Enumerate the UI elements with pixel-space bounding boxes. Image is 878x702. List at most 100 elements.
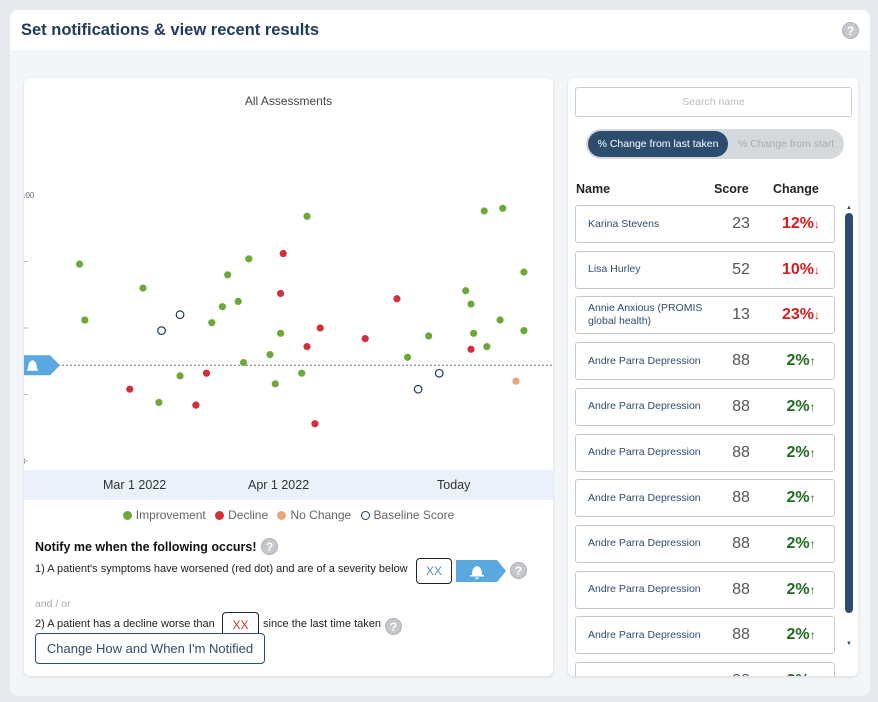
change-mode-toggle[interactable]: % Change from last taken % Change from s… <box>586 129 844 159</box>
result-row[interactable]: Lisa Hurley 52 10%↓ <box>575 250 835 289</box>
data-point-decline[interactable] <box>467 345 475 353</box>
data-point-improvement[interactable] <box>245 255 253 263</box>
data-point-improvement[interactable] <box>520 327 528 335</box>
legend-label: Decline <box>228 508 269 522</box>
data-point-decline[interactable] <box>202 369 211 377</box>
page-title: Set notifications & view recent results <box>21 21 319 39</box>
trend-arrow-icon: ↑ <box>809 582 816 597</box>
bell-threshold-tag[interactable] <box>456 560 506 582</box>
patient-name: Andre Parra Depression <box>588 628 701 641</box>
result-row[interactable]: Andre Parra Depression 88 2%↑ <box>575 433 835 472</box>
data-point-decline[interactable] <box>393 295 401 303</box>
score-value: 88 <box>732 626 750 644</box>
trend-arrow-icon: ↑ <box>809 628 816 643</box>
legend-label: No Change <box>290 508 352 522</box>
rule2-prefix: 2) A patient has a decline worse than <box>35 618 215 630</box>
severity-threshold-input[interactable]: XX <box>416 558 452 584</box>
x-axis-band <box>24 470 553 500</box>
data-point-improvement[interactable] <box>480 207 488 215</box>
score-value: 23 <box>732 215 750 232</box>
help-icon[interactable]: ? <box>510 562 527 579</box>
scrollbar-thumb[interactable] <box>845 213 853 613</box>
trend-arrow-icon: ↑ <box>809 536 816 551</box>
search-input[interactable]: Search name <box>575 87 852 117</box>
data-point-improvement[interactable] <box>224 271 232 279</box>
change-notifications-button[interactable]: Change How and When I'm Notified <box>35 633 265 664</box>
data-point-improvement[interactable] <box>176 372 184 380</box>
scroll-up-icon[interactable]: ▲ <box>846 205 852 211</box>
result-row[interactable]: Annie Anxious (PROMIS global health) 13 23… <box>575 296 835 335</box>
trend-arrow-icon: ↓ <box>814 308 821 323</box>
data-point-decline[interactable] <box>311 420 319 428</box>
data-point-decline[interactable] <box>316 324 324 332</box>
data-point-decline[interactable] <box>361 335 369 343</box>
toggle-from-last-taken[interactable]: % Change from last taken <box>588 131 728 157</box>
data-point-decline[interactable] <box>279 249 287 258</box>
threshold-bell-icon[interactable] <box>24 355 60 376</box>
rule2-suffix: since the last time taken <box>263 618 382 630</box>
data-point-improvement[interactable] <box>425 332 433 340</box>
data-point-improvement[interactable] <box>520 268 528 276</box>
data-point-improvement[interactable] <box>467 300 475 308</box>
legend-swatch <box>215 511 225 520</box>
data-point-decline[interactable] <box>192 401 200 409</box>
patient-name: Andre Parra Depression <box>588 400 701 413</box>
data-point-improvement[interactable] <box>470 329 478 337</box>
data-point-improvement[interactable] <box>81 316 89 324</box>
chart-panel: All Assessments 1000 Mar 1 2022 Apr 1 20… <box>24 78 553 676</box>
score-value: 88 <box>732 534 750 552</box>
patient-name: Andre Parra Depression <box>588 663 718 677</box>
data-point-no-change[interactable] <box>512 377 520 385</box>
score-value: 88 <box>732 489 750 507</box>
scroll-down-icon[interactable]: ▼ <box>846 641 852 647</box>
result-row[interactable]: Andre Parra Depression 88 2%↑ <box>575 616 835 655</box>
toggle-from-start[interactable]: % Change from start <box>737 138 835 150</box>
help-icon[interactable]: ? <box>842 22 859 39</box>
change-value: 2%↑ <box>786 580 816 598</box>
result-row[interactable]: Andre Parra Depression 88 2%↑ <box>575 387 835 426</box>
data-point-improvement[interactable] <box>239 358 248 367</box>
data-point-decline[interactable] <box>126 385 134 393</box>
scatter-chart: 1000 <box>24 191 553 466</box>
help-icon[interactable]: ? <box>385 618 402 635</box>
data-point-decline[interactable] <box>276 289 285 298</box>
result-row[interactable]: Andre Parra Depression 88 2%↑ <box>575 662 835 676</box>
result-row[interactable]: Karina Stevens 23 12%↓ <box>575 205 835 243</box>
y-tick-label: 100 <box>24 191 35 200</box>
legend-label: Baseline Score <box>373 508 455 522</box>
result-row[interactable]: Andre Parra Depression 88 2%↑ <box>575 342 835 381</box>
data-point-improvement[interactable] <box>139 284 147 292</box>
data-point-improvement[interactable] <box>234 297 242 305</box>
data-point-improvement[interactable] <box>303 212 311 220</box>
change-value: 2%↑ <box>786 534 816 552</box>
data-point-baseline-score[interactable] <box>413 384 423 394</box>
data-point-baseline-score[interactable] <box>434 368 444 378</box>
patient-name: Andre Parra Depression <box>588 583 701 596</box>
data-point-improvement[interactable] <box>483 343 491 351</box>
data-point-improvement[interactable] <box>276 329 285 337</box>
data-point-baseline-score[interactable] <box>175 310 185 320</box>
help-icon[interactable]: ? <box>261 538 278 555</box>
data-point-improvement[interactable] <box>462 287 470 295</box>
data-point-improvement[interactable] <box>298 369 306 377</box>
result-row[interactable]: Andre Parra Depression 88 2%↑ <box>575 479 835 518</box>
result-row[interactable]: Andre Parra Depression 88 2%↑ <box>575 524 835 563</box>
data-point-improvement[interactable] <box>218 303 226 311</box>
x-tick-label: Apr 1 2022 <box>248 478 310 492</box>
data-point-improvement[interactable] <box>266 351 274 359</box>
data-point-improvement[interactable] <box>208 319 216 327</box>
data-point-baseline-score[interactable] <box>157 326 166 336</box>
legend-swatch <box>277 511 287 520</box>
data-point-improvement[interactable] <box>155 398 163 407</box>
data-point-improvement[interactable] <box>499 204 507 212</box>
data-point-decline[interactable] <box>303 343 311 351</box>
trend-arrow-icon: ↓ <box>814 262 821 277</box>
result-row[interactable]: Andre Parra Depression 88 2%↑ <box>575 570 835 609</box>
data-point-improvement[interactable] <box>403 353 412 361</box>
patient-name: Andre Parra Depression <box>588 354 701 367</box>
data-point-improvement[interactable] <box>75 260 84 268</box>
data-point-improvement[interactable] <box>271 380 279 388</box>
scrollbar[interactable]: ▲ ▼ <box>845 205 853 651</box>
legend-swatch <box>360 511 370 520</box>
data-point-improvement[interactable] <box>496 316 504 324</box>
